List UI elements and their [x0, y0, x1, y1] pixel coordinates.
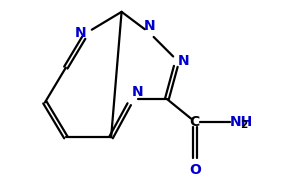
Text: C: C [190, 115, 200, 129]
Text: N: N [144, 19, 155, 33]
Text: NH: NH [230, 115, 253, 129]
Text: O: O [189, 163, 201, 177]
Text: 2: 2 [240, 120, 247, 130]
Text: N: N [177, 54, 189, 68]
Text: N: N [132, 85, 144, 99]
Text: N: N [75, 26, 87, 40]
